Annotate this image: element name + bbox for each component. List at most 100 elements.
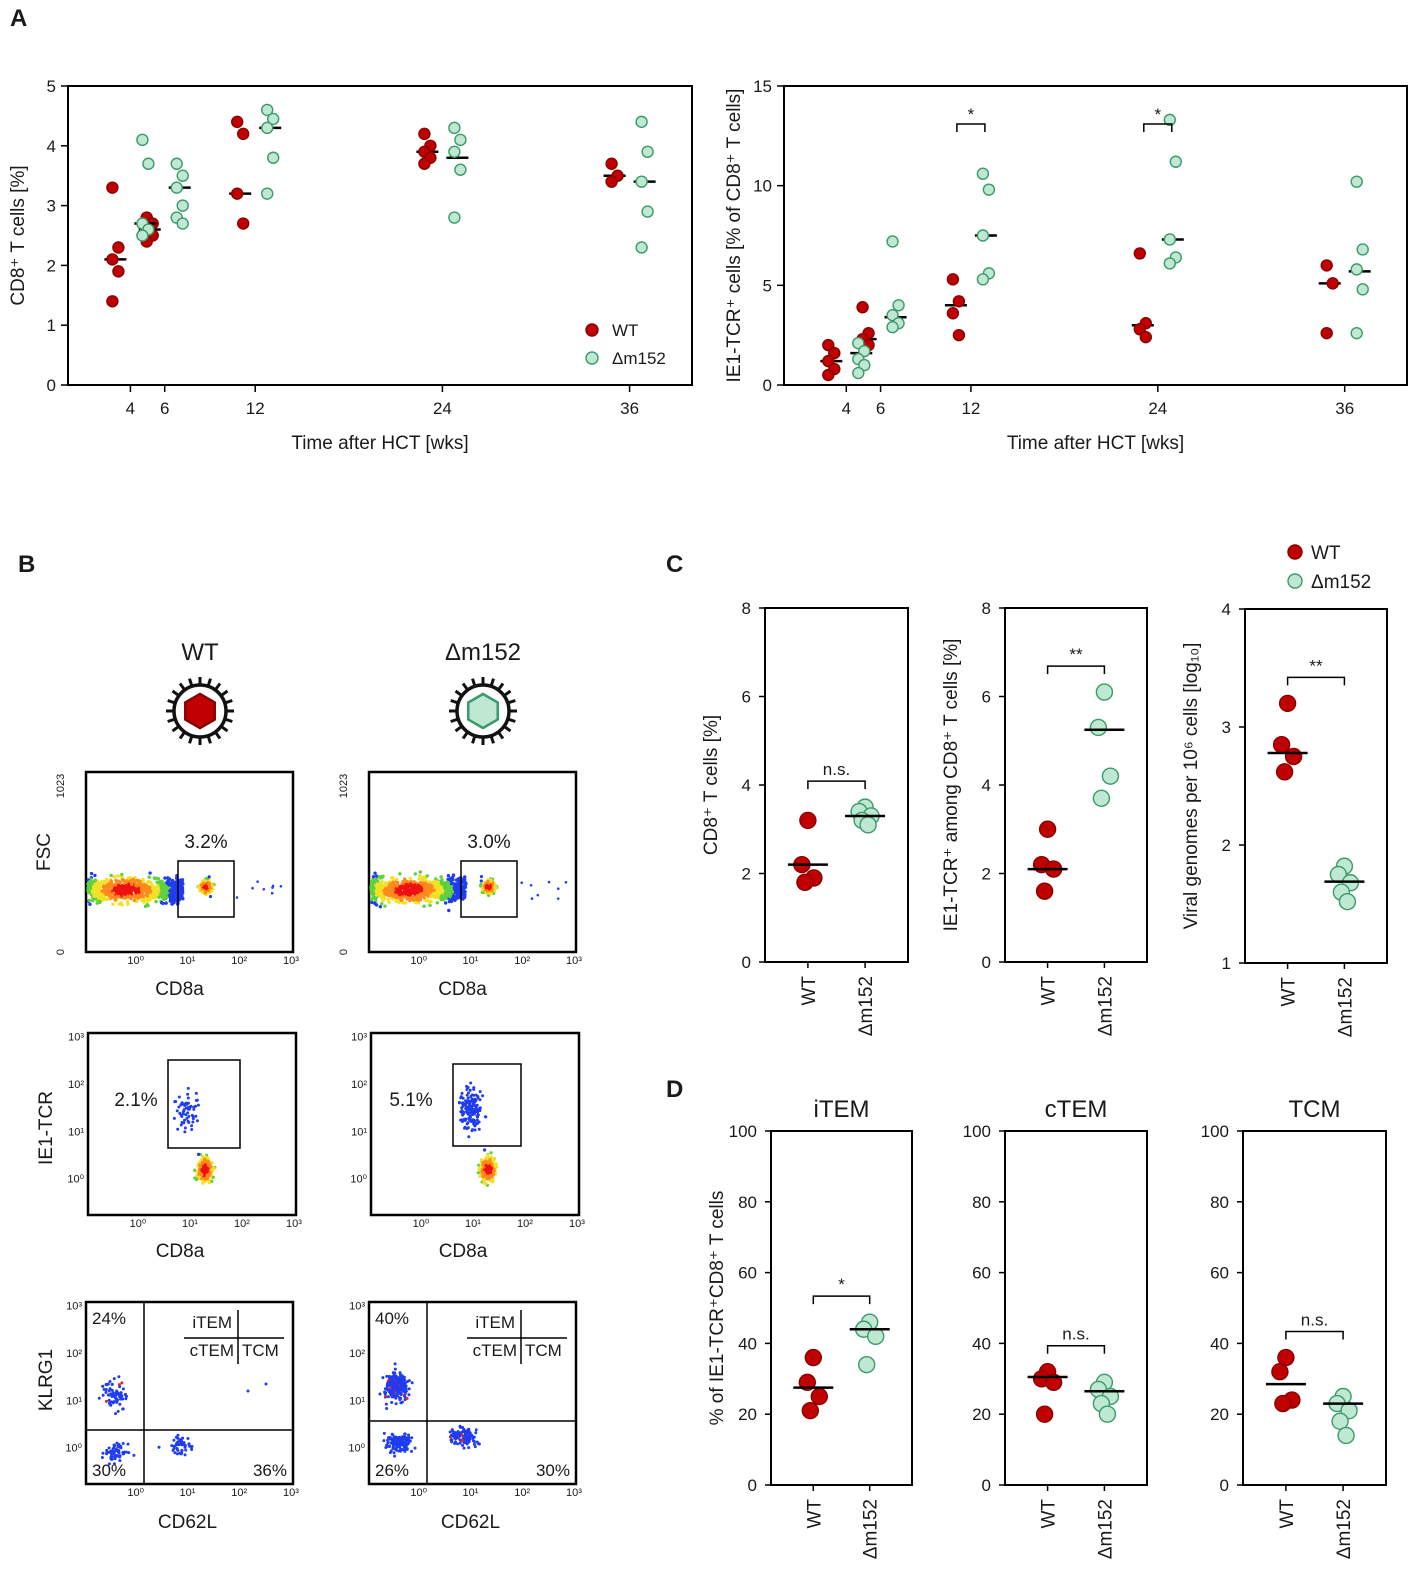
significance-label: n.s. — [1062, 1325, 1089, 1344]
flow-column-wt: WT 3.2% 1023 0 10⁰ 10¹ 10² 10³ CD8a FSC 2.1% 10⁰ 10¹… — [34, 639, 302, 1533]
gate-percentage: 3.2% — [184, 832, 227, 853]
event-dot — [446, 882, 450, 886]
y-log-tick: 10¹ — [349, 1395, 365, 1407]
y-axis-label: CD8⁺ T cells [%] — [8, 165, 29, 305]
data-point — [136, 133, 149, 147]
event-dot — [113, 1457, 117, 1461]
event-dot — [461, 1443, 465, 1447]
y-tick-label: 2 — [982, 865, 991, 884]
event-dot — [389, 890, 394, 894]
event-dot — [479, 874, 484, 879]
event-dot — [488, 1170, 492, 1175]
event-dot — [406, 1439, 410, 1443]
event-dot — [443, 887, 448, 891]
event-dot — [488, 891, 492, 895]
data-point — [1320, 259, 1333, 272]
event-dot — [373, 871, 377, 875]
event-dot — [393, 1437, 397, 1441]
flow-column-title: WT — [181, 639, 219, 666]
data-point — [1337, 1426, 1355, 1445]
data-point — [448, 121, 461, 135]
x-axis-label: CD8a — [438, 979, 487, 1000]
event-dot — [383, 1391, 387, 1395]
event-dot — [141, 880, 146, 884]
event-dot — [480, 888, 485, 892]
event-dot — [473, 1128, 477, 1132]
x-tick-label: 4 — [842, 399, 851, 418]
fsc-bottom-tick: 0 — [55, 949, 67, 955]
y-tick-label: 40 — [1210, 1334, 1229, 1353]
event-dot — [530, 897, 534, 900]
event-dot — [451, 873, 456, 877]
significance-label: * — [968, 105, 975, 124]
event-dot — [163, 895, 168, 899]
y-axis-label: IE1-TCR⁺ cells [% of CD8⁺ T cells] — [724, 89, 745, 383]
event-dot — [477, 1120, 481, 1124]
event-dot — [200, 890, 204, 894]
x-log-tick: 10¹ — [180, 955, 196, 967]
y-tick-label: 0 — [763, 376, 772, 395]
flow-column-title: Δm152 — [445, 639, 521, 666]
event-dot — [462, 892, 466, 897]
event-dot — [464, 1433, 468, 1437]
flow-plot-fsc: 3.2% 1023 0 10⁰ 10¹ 10² 10³ CD8a FSC — [34, 770, 299, 1000]
event-dot — [127, 1451, 131, 1455]
data-point — [106, 181, 119, 194]
event-dot — [88, 902, 92, 906]
event-dot — [270, 891, 274, 895]
event-dot — [449, 878, 454, 882]
event-dot — [112, 1451, 116, 1455]
event-dot — [386, 1441, 390, 1445]
significance-label: * — [1154, 105, 1161, 124]
event-dot — [182, 1102, 186, 1106]
fsc-top-tick: 1023 — [55, 774, 67, 798]
plot-frame — [67, 85, 693, 386]
event-dot — [536, 893, 540, 897]
event-dot — [101, 1393, 105, 1397]
event-dot — [108, 1402, 112, 1406]
event-dot — [97, 900, 102, 905]
event-dot — [114, 896, 118, 901]
y-tick-label: 0 — [748, 1476, 757, 1495]
x-tick-label: 12 — [246, 399, 265, 418]
event-dot — [203, 1177, 207, 1181]
fsc-bottom-tick: 0 — [338, 949, 350, 955]
event-dot — [445, 890, 449, 894]
event-dot — [109, 1450, 113, 1454]
event-dot — [378, 1392, 382, 1396]
event-dot — [463, 1125, 467, 1129]
event-dot — [396, 900, 401, 904]
event-dot — [118, 1385, 122, 1389]
event-dot — [429, 893, 433, 898]
y-tick-label: 0 — [742, 953, 751, 972]
event-dot — [184, 1106, 188, 1110]
event-dot — [185, 1116, 189, 1120]
flow-plot-tcr: 5.1% 10⁰ 10¹ 10² 10³ 10⁰ 10¹ 10² 10³ CD8a — [350, 1032, 585, 1262]
event-dot — [392, 894, 397, 898]
virus-capsid — [184, 692, 216, 730]
data-point — [1133, 247, 1147, 260]
y-tick-label: 3 — [47, 197, 56, 216]
event-dot — [111, 902, 115, 906]
y-tick-label: 60 — [738, 1264, 757, 1283]
x-tick-label: 36 — [1335, 399, 1354, 418]
event-dot — [107, 1462, 111, 1466]
y-tick-label: 6 — [742, 688, 751, 707]
event-dot — [398, 1445, 402, 1449]
event-dot — [121, 1387, 125, 1391]
event-dot — [400, 1437, 404, 1441]
event-dot — [199, 1158, 204, 1162]
event-dot — [207, 1181, 211, 1185]
y-tick-label: 1 — [47, 316, 56, 335]
event-dot — [160, 895, 164, 899]
chart-C2: 0 2 4 6 8 WT Δm152 IE1-TCR⁺ among CD8⁺ T cells … — [941, 599, 1148, 1036]
quadrant-bottom-right-percentage: 36% — [253, 1461, 287, 1480]
event-dot — [109, 1392, 113, 1396]
y-log-tick: 10⁰ — [65, 1443, 82, 1455]
event-dot — [399, 1382, 403, 1386]
x-log-tick: 10⁰ — [130, 1218, 147, 1230]
data-point — [136, 229, 149, 242]
event-dot — [425, 874, 429, 878]
chart-D2: 0 20 40 60 80 100 WT Δm152 cTEM n.s. — [963, 1096, 1148, 1559]
event-dot — [262, 887, 266, 891]
